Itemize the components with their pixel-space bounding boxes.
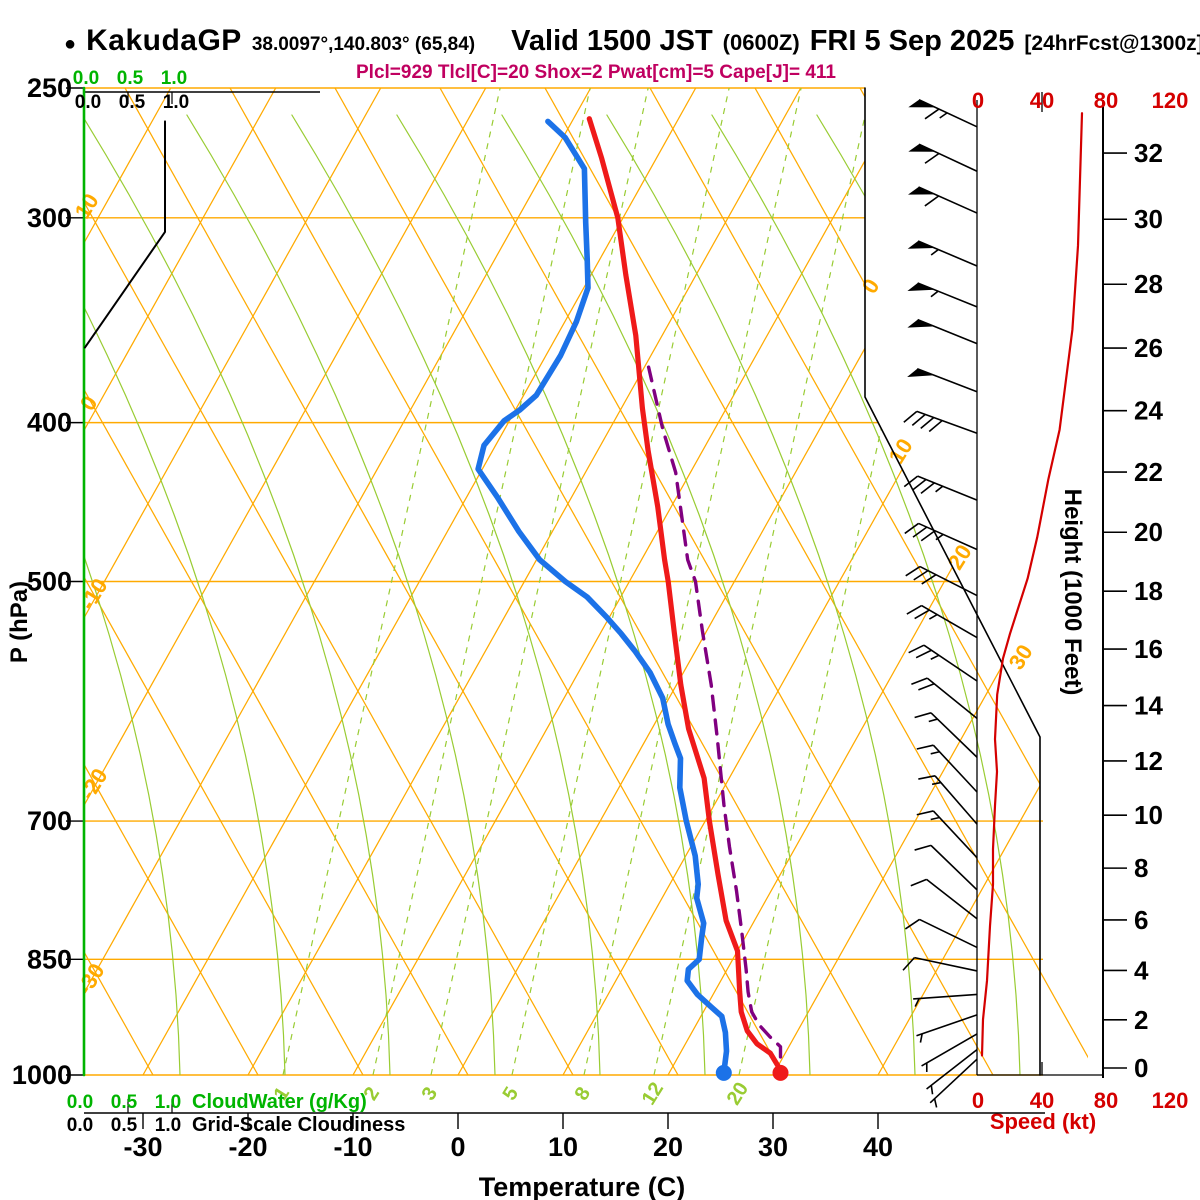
svg-text:0: 0 (450, 1132, 465, 1162)
svg-text:30: 30 (1004, 640, 1038, 674)
svg-text:20: 20 (653, 1132, 683, 1162)
svg-text:850: 850 (27, 944, 72, 974)
svg-text:5: 5 (499, 1083, 524, 1104)
svg-text:500: 500 (27, 567, 72, 597)
svg-text:20: 20 (1134, 517, 1163, 547)
parcel-curve (646, 365, 783, 1075)
svg-text:250: 250 (27, 73, 72, 103)
svg-text:1.0: 1.0 (155, 1115, 181, 1136)
svg-text:0.5: 0.5 (117, 68, 144, 89)
wind-panel: 0246810121416182022242628303200404080801… (972, 88, 1188, 1113)
svg-text:8: 8 (571, 1083, 596, 1104)
svg-text:0: 0 (1134, 1053, 1148, 1083)
svg-text:8: 8 (1134, 853, 1148, 883)
svg-text:16: 16 (1134, 634, 1163, 664)
svg-text:-30: -30 (123, 1132, 162, 1162)
svg-text:0.0: 0.0 (73, 68, 99, 89)
svg-text:1000: 1000 (12, 1060, 72, 1090)
svg-text:120: 120 (1152, 88, 1189, 113)
station-coordinates: 38.0097°,140.803° (65,84) (251, 34, 476, 55)
cloudiness-legend: Grid-Scale Cloudiness (192, 1114, 405, 1136)
sounding-indices-line: Plcl=929 Tlcl[C]=20 Shox=2 Pwat[cm]=5 Ca… (356, 62, 836, 83)
station-name: KakudaGP (86, 24, 242, 57)
svg-text:0.0: 0.0 (67, 1092, 93, 1113)
chart-title: ● KakudaGP 38.0097°,140.803° (65,84) Val… (64, 24, 1200, 58)
svg-text:26: 26 (1134, 333, 1163, 363)
wind-barbs (902, 99, 978, 1108)
svg-text:14: 14 (1134, 691, 1163, 721)
svg-text:40: 40 (863, 1132, 893, 1162)
svg-text:24: 24 (1134, 396, 1163, 426)
svg-text:0: 0 (972, 1088, 984, 1113)
svg-text:6: 6 (1134, 905, 1148, 935)
svg-text:30: 30 (1134, 204, 1163, 234)
svg-text:80: 80 (1094, 1088, 1118, 1113)
forecast-lead-badge: [24hrFcst@1300z] (1024, 32, 1200, 55)
svg-text:28: 28 (1134, 269, 1163, 299)
svg-text:40: 40 (1030, 88, 1054, 113)
cloud-profiles (82, 86, 166, 1077)
svg-text:0.5: 0.5 (111, 1115, 138, 1136)
svg-text:1.0: 1.0 (163, 92, 189, 113)
svg-text:400: 400 (27, 408, 72, 438)
svg-text:700: 700 (27, 806, 72, 836)
svg-text:0: 0 (972, 88, 984, 113)
surface-dewpoint-dot (715, 1064, 732, 1081)
svg-text:1.0: 1.0 (161, 68, 187, 89)
svg-text:-10: -10 (333, 1132, 372, 1162)
svg-text:0: 0 (857, 274, 885, 298)
svg-text:1.0: 1.0 (155, 1092, 181, 1113)
svg-text:-30: -30 (72, 959, 110, 999)
svg-text:18: 18 (1134, 576, 1163, 606)
surface-temperature-dot (772, 1064, 789, 1081)
svg-text:10: 10 (548, 1132, 578, 1162)
svg-text:12: 12 (1134, 746, 1163, 776)
svg-text:3: 3 (418, 1083, 443, 1104)
svg-text:0: 0 (75, 391, 103, 415)
valid-time-utc: (0600Z) (722, 30, 800, 55)
svg-text:-10: -10 (75, 574, 113, 614)
svg-text:-20: -20 (228, 1132, 267, 1162)
svg-text:80: 80 (1094, 88, 1118, 113)
wind-speed-curve (980, 112, 1084, 1057)
dewpoint-curve (475, 118, 730, 1076)
svg-text:12: 12 (638, 1079, 668, 1110)
svg-text:0.0: 0.0 (67, 1115, 93, 1136)
temperature-curve (586, 116, 784, 1076)
svg-text:120: 120 (1152, 1088, 1189, 1113)
svg-text:30: 30 (758, 1132, 788, 1162)
valid-date: FRI 5 Sep 2025 (809, 25, 1015, 57)
svg-text:22: 22 (1134, 457, 1163, 487)
valid-time: Valid 1500 JST (511, 25, 713, 57)
svg-text:2: 2 (1134, 1005, 1148, 1035)
svg-text:10: 10 (1134, 800, 1163, 830)
temperature-axis-label: Temperature (C) (478, 1172, 686, 1200)
svg-text:0.5: 0.5 (111, 1092, 138, 1113)
svg-text:300: 300 (27, 203, 72, 233)
grid-pressure-lines (84, 87, 1043, 1076)
station-dot-icon: ● (64, 33, 77, 55)
svg-text:20: 20 (723, 1079, 753, 1110)
svg-text:4: 4 (1134, 955, 1149, 985)
svg-text:-20: -20 (75, 764, 113, 804)
svg-text:0.5: 0.5 (119, 92, 146, 113)
svg-text:40: 40 (1030, 1088, 1054, 1113)
svg-text:0.0: 0.0 (75, 92, 101, 113)
cloud-water-legend: CloudWater (g/Kg) (192, 1091, 367, 1113)
svg-text:32: 32 (1134, 138, 1163, 168)
